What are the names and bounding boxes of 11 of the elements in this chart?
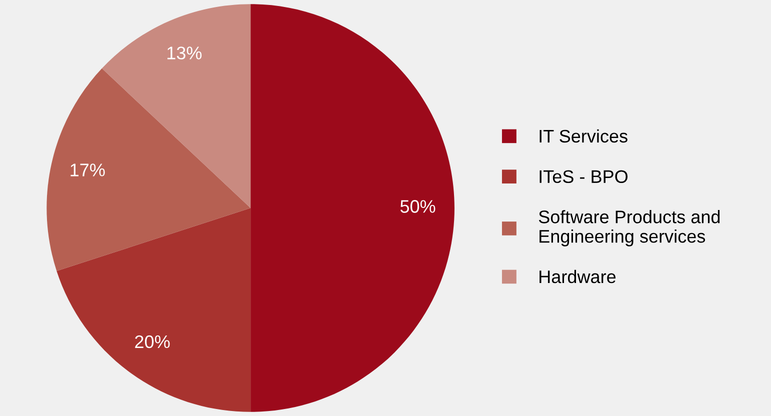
legend-label: ITeS - BPO [540,170,628,184]
pie-slice [46,68,251,272]
pie-slice [56,208,251,412]
pie-slice [250,4,454,412]
legend-label: Hardware [540,270,616,284]
data-label: 17% [70,164,105,176]
data-label: 13% [167,46,202,60]
legend-label: IT Services [540,129,628,143]
data-label: 50% [400,200,436,213]
data-label: 20% [135,335,170,348]
legend-label: Software Products and Engineering services [538,210,720,246]
